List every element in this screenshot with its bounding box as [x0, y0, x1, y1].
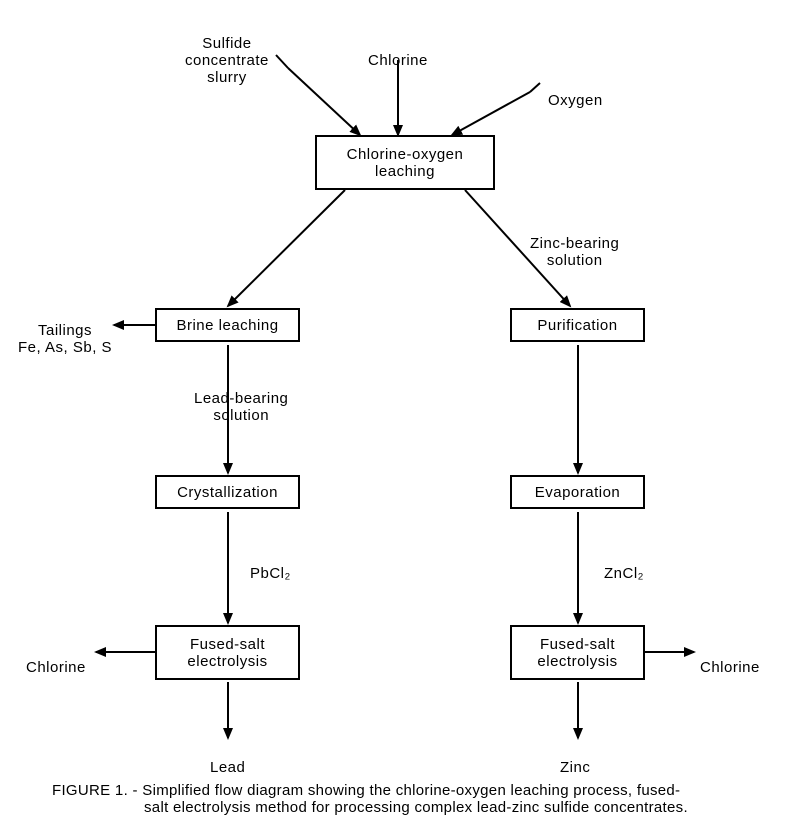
caption-line2: salt electrolysis method for processing …: [144, 799, 688, 816]
label-tailings: Tailings Fe, As, Sb, S: [18, 305, 112, 356]
node-label: Purification: [537, 317, 617, 334]
label-text: Zinc-bearing solution: [530, 235, 619, 269]
node-label: Fused-salt electrolysis: [165, 636, 290, 670]
label-text: Chlorine: [26, 659, 86, 676]
label-text: Oxygen: [548, 92, 603, 109]
label-pbcl2: PbCl₂: [250, 548, 291, 582]
node-fused-salt-right: Fused-salt electrolysis: [510, 625, 645, 680]
label-sulfide: Sulfide concentrate slurry: [185, 18, 269, 86]
label-oxygen: Oxygen: [548, 75, 603, 109]
figure-caption: FIGURE 1. - Simplified flow diagram show…: [52, 782, 772, 816]
arrow-sulfide-to-leach: [288, 68, 360, 135]
label-zinc-bearing: Zinc-bearing solution: [530, 218, 619, 269]
label-text: Chlorine: [368, 52, 428, 69]
label-text: Tailings Fe, As, Sb, S: [18, 322, 112, 356]
label-text: Lead: [210, 759, 245, 776]
node-label: Chlorine-oxygen leaching: [325, 146, 485, 180]
node-evaporation: Evaporation: [510, 475, 645, 509]
label-chlorine-left: Chlorine: [26, 642, 86, 676]
arrow-layer: [0, 0, 800, 832]
node-chlorine-oxygen-leaching: Chlorine-oxygen leaching: [315, 135, 495, 190]
label-text: Chlorine: [700, 659, 760, 676]
caption-line1: Simplified flow diagram showing the chlo…: [142, 782, 680, 799]
label-text: PbCl₂: [250, 565, 291, 582]
label-chlorine-top: Chlorine: [368, 35, 428, 69]
node-fused-salt-left: Fused-salt electrolysis: [155, 625, 300, 680]
node-crystallization: Crystallization: [155, 475, 300, 509]
node-brine-leaching: Brine leaching: [155, 308, 300, 342]
label-text: Lead-bearing solution: [194, 390, 288, 424]
node-purification: Purification: [510, 308, 645, 342]
figure-label: FIGURE 1. -: [52, 782, 138, 799]
node-label: Crystallization: [177, 484, 278, 501]
arrow-leach-to-brine: [228, 190, 345, 306]
node-label: Fused-salt electrolysis: [520, 636, 635, 670]
label-text: Zinc: [560, 759, 590, 776]
label-lead-bearing: Lead-bearing solution: [194, 373, 288, 424]
label-text: ZnCl₂: [604, 565, 644, 582]
arrow-oxygen-to-leach: [452, 92, 530, 135]
label-lead: Lead: [210, 742, 245, 776]
label-zinc: Zinc: [560, 742, 590, 776]
label-chlorine-right: Chlorine: [700, 642, 760, 676]
label-zncl2: ZnCl₂: [604, 548, 644, 582]
node-label: Evaporation: [535, 484, 621, 501]
label-text: Sulfide concentrate slurry: [185, 35, 269, 86]
node-label: Brine leaching: [176, 317, 278, 334]
